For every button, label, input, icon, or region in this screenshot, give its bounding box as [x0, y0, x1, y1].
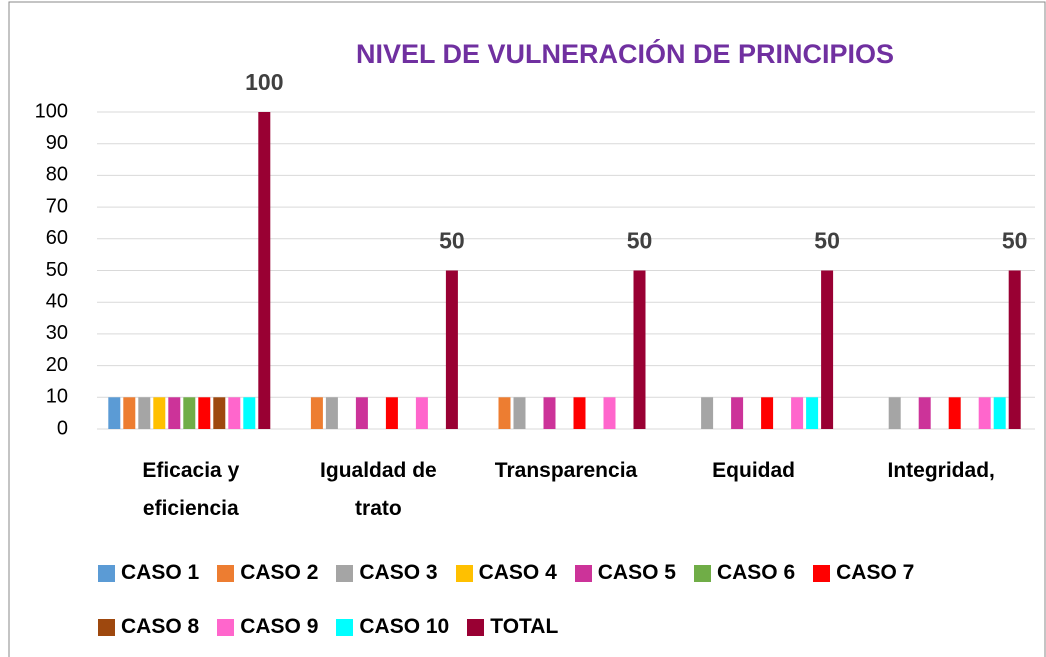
legend-item: TOTAL	[467, 607, 558, 647]
y-tick-label: 80	[46, 164, 68, 186]
bar	[761, 397, 774, 429]
bar	[633, 270, 646, 429]
legend-label: CASO 7	[836, 561, 915, 584]
legend-item: CASO 9	[217, 607, 318, 647]
bar	[543, 397, 556, 429]
legend-swatch	[98, 564, 115, 582]
bar	[310, 397, 323, 429]
chart-title: NIVEL DE VULNERACIÓN DE PRINCIPIOS	[356, 38, 894, 69]
legend-swatch	[217, 618, 235, 636]
legend-item: CASO 3	[336, 553, 438, 593]
bar	[513, 397, 526, 429]
bar	[791, 397, 804, 429]
bar	[821, 270, 834, 429]
x-tick-label: Igualdad de trato	[320, 459, 437, 520]
legend-label: CASO 2	[240, 561, 319, 584]
y-tick-label: 100	[35, 100, 68, 122]
bar	[978, 397, 991, 429]
legend-label: CASO 6	[716, 561, 796, 584]
bar	[258, 112, 271, 429]
y-tick-label: 40	[46, 290, 68, 312]
legend-label: CASO 4	[478, 561, 557, 584]
bar	[806, 397, 819, 429]
bar	[445, 270, 458, 429]
bar	[243, 397, 256, 429]
bar	[355, 397, 368, 429]
x-tick-label: Transparencia	[494, 459, 638, 482]
bar	[948, 397, 961, 429]
legend-label: CASO 8	[121, 615, 200, 638]
bar	[138, 397, 151, 429]
y-tick-label: 30	[46, 322, 68, 344]
bar	[731, 397, 744, 429]
data-label: 50	[627, 228, 653, 254]
legend-label: CASO 9	[240, 615, 319, 638]
bar	[108, 397, 121, 429]
data-label: 50	[439, 228, 465, 254]
x-tick-label: Eficacia y eficiencia	[142, 459, 240, 520]
legend-label: CASO 3	[359, 561, 438, 584]
y-tick-label: 0	[57, 417, 68, 439]
bar	[228, 397, 241, 429]
legend-swatch	[693, 564, 711, 582]
data-label: 100	[245, 69, 283, 95]
bar	[415, 397, 428, 429]
bar	[573, 397, 586, 429]
bar	[603, 397, 616, 429]
bar	[1008, 270, 1021, 429]
legend-label: CASO 5	[597, 561, 676, 584]
legend-swatch	[813, 564, 831, 582]
legend-item: CASO 6	[693, 553, 796, 593]
y-tick-label: 60	[46, 227, 68, 249]
y-tick-label: 90	[46, 132, 68, 154]
legend-swatch	[455, 564, 473, 582]
legend-label: CASO 10	[359, 615, 450, 638]
bar	[325, 397, 338, 429]
frame	[8, 1, 1046, 657]
legend-item: CASO 5	[574, 553, 676, 593]
legend-item: CASO 8	[98, 607, 199, 647]
y-tick-label: 10	[46, 386, 68, 408]
legend-item: CASO 4	[455, 553, 557, 593]
data-label: 50	[1002, 228, 1028, 254]
legend-swatch	[98, 618, 115, 636]
bar	[153, 397, 166, 429]
legend-swatch	[574, 564, 592, 582]
legend-label: CASO 1	[121, 561, 200, 584]
legend-swatch	[336, 618, 354, 636]
bar	[385, 397, 398, 429]
bar	[498, 397, 511, 429]
legend-item: CASO 7	[813, 553, 914, 593]
x-tick-label: Integridad,	[887, 459, 995, 482]
x-tick-label: Equidad	[712, 459, 796, 482]
bar	[123, 397, 136, 429]
legend: CASO 1 CASO 2 CASO 3 CASO 4 CASO 5 CASO 6 CASO…	[98, 553, 998, 657]
legend-item: CASO 2	[217, 553, 318, 593]
legend-item: CASO 10	[336, 607, 449, 647]
bar	[888, 397, 901, 429]
legend-item: CASO 1	[98, 553, 199, 593]
legend-label: TOTAL	[490, 615, 559, 638]
bar	[213, 397, 226, 429]
legend-swatch	[467, 618, 485, 636]
y-tick-label: 20	[46, 354, 68, 376]
legend-swatch	[217, 564, 235, 582]
bar	[918, 397, 931, 429]
legend-swatch	[336, 564, 354, 582]
bar	[993, 397, 1006, 429]
bar	[168, 397, 181, 429]
data-label: 50	[814, 228, 840, 254]
bar	[198, 397, 211, 429]
bar	[183, 397, 196, 429]
bar	[701, 397, 714, 429]
y-tick-label: 50	[46, 259, 68, 281]
y-tick-label: 70	[46, 195, 68, 217]
